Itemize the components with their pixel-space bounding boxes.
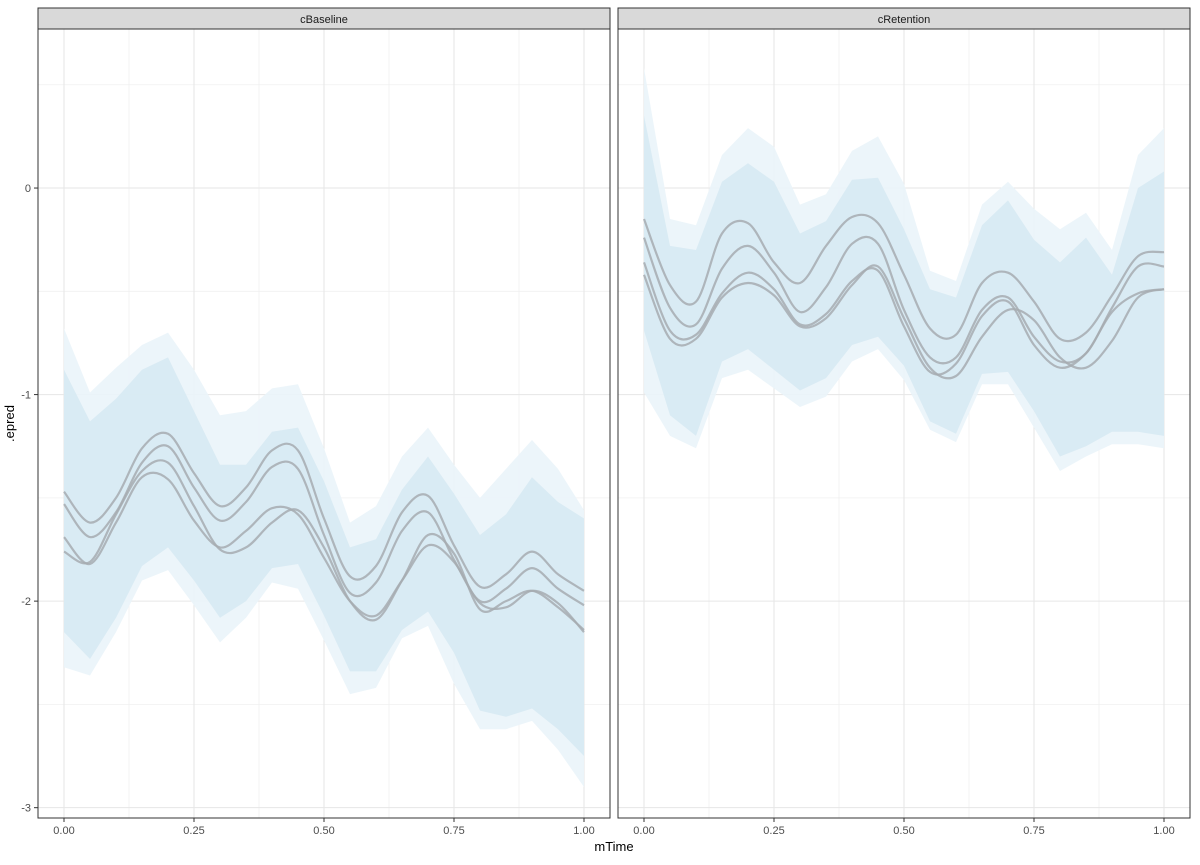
facet-strip-label: cRetention	[878, 14, 931, 26]
y-tick-label: -1	[21, 390, 31, 402]
series-line-1	[63, 431, 585, 592]
y-tick-label: -3	[21, 803, 31, 815]
x-axis-title: mTime	[594, 839, 633, 854]
x-tick-label: 0.00	[53, 825, 74, 837]
x-tick-label: 0.50	[893, 825, 914, 837]
x-tick-label: 0.75	[443, 825, 464, 837]
series-line-4	[63, 459, 585, 631]
x-tick-label: 1.00	[573, 825, 594, 837]
y-tick-label: 0	[25, 183, 31, 195]
series-line-3	[642, 262, 1165, 376]
series-line-3	[63, 471, 585, 633]
y-axis: -3 -2 -1 0	[21, 183, 38, 815]
x-tick-label: 0.25	[183, 825, 204, 837]
facet-strip	[37, 7, 611, 30]
series-line-1	[642, 213, 1165, 343]
series-line-2	[642, 235, 1165, 365]
panel-cBaseline: cBaseline 0.00 0.25 0.50 0.75 1.00	[37, 7, 611, 837]
credible-band-inner	[644, 115, 1164, 457]
facet-strip-label: cBaseline	[300, 14, 348, 26]
x-tick-label: 0.75	[1023, 825, 1044, 837]
series-line-2	[63, 444, 585, 607]
y-tick-label: -2	[21, 596, 31, 608]
facet-strip	[617, 7, 1191, 30]
y-axis-title: .epred	[2, 405, 17, 442]
x-tick-label: 1.00	[1153, 825, 1174, 837]
series-line-4	[642, 264, 1165, 380]
x-tick-label: 0.00	[633, 825, 654, 837]
x-tick-label: 0.50	[313, 825, 334, 837]
panel-cRetention: cRetention 0.00 0.25 0.50 0.75 1.00	[617, 7, 1191, 837]
x-tick-label: 0.25	[763, 825, 784, 837]
